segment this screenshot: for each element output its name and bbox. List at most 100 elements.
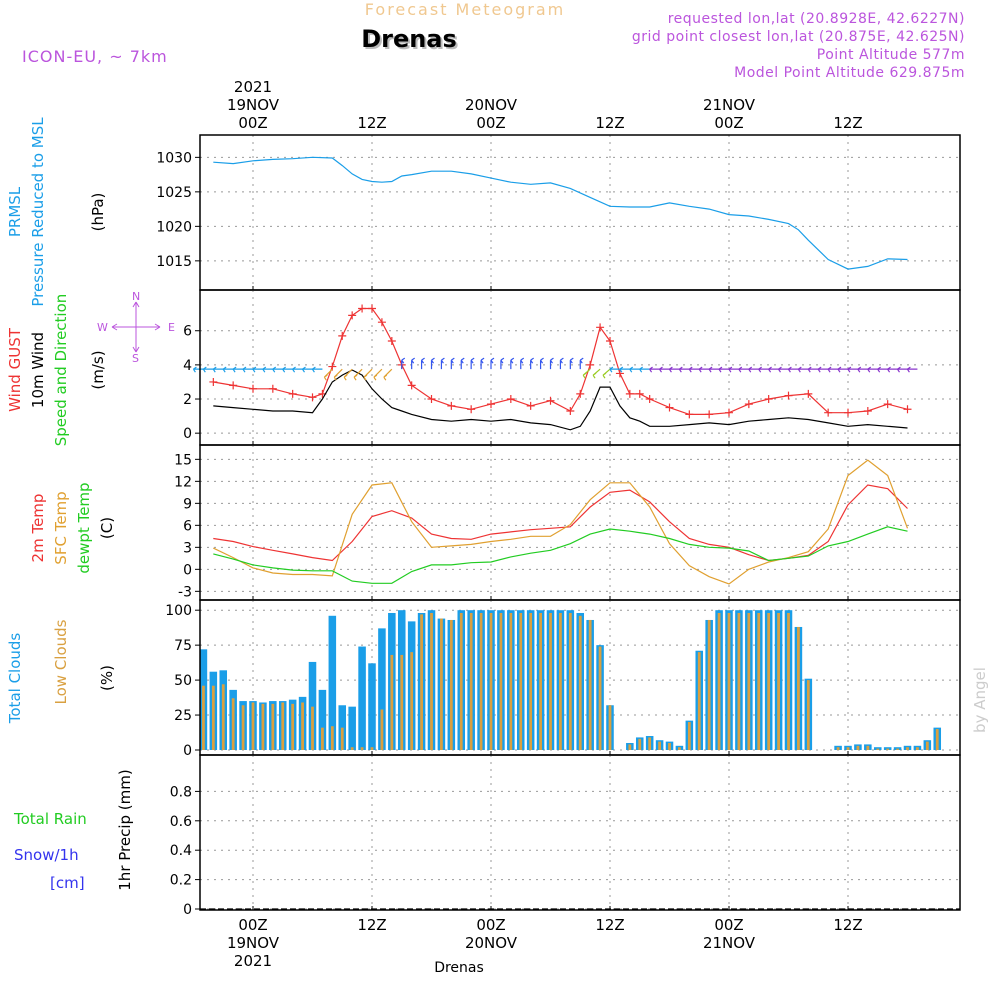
low-clouds-bar xyxy=(509,612,513,750)
total-clouds-bar xyxy=(308,661,317,750)
clouds-label-total: Total Clouds xyxy=(6,633,24,725)
wind-direction-arrow xyxy=(857,366,868,373)
gust-marker xyxy=(467,405,476,414)
low-clouds-bar xyxy=(380,709,384,750)
wind-direction-arrow xyxy=(311,366,323,373)
low-clouds-bar xyxy=(787,612,790,750)
gust-marker xyxy=(645,395,654,404)
low-clouds-bar xyxy=(886,748,890,750)
info-line: Point Altitude 577m xyxy=(817,47,965,63)
low-clouds-bar xyxy=(806,680,810,750)
low-clouds-bar xyxy=(717,612,721,750)
temp-label-sfc: SFC Temp xyxy=(52,491,70,564)
y-tick-label: 1020 xyxy=(156,219,192,235)
bottom-tick-label: 00Z xyxy=(238,916,267,934)
wind-direction-arrow xyxy=(678,366,690,373)
low-clouds-bar xyxy=(479,612,483,750)
y-tick-label: 6 xyxy=(183,324,192,340)
low-clouds-bar xyxy=(400,654,404,750)
wind-direction-arrow xyxy=(609,366,620,373)
wind-direction-arrow xyxy=(470,357,475,370)
gust-marker xyxy=(407,381,416,390)
gust-marker xyxy=(764,395,773,404)
low-clouds-bar xyxy=(390,654,394,750)
pressure-unit: (hPa) xyxy=(89,193,107,232)
low-clouds-bar xyxy=(559,612,562,750)
wind-label-gust: Wind GUST xyxy=(6,327,24,412)
compass-e: E xyxy=(168,321,175,334)
gust-marker xyxy=(844,408,852,417)
low-clouds-bar xyxy=(291,703,295,750)
wind-direction-arrow xyxy=(649,366,660,373)
wind-direction-arrow xyxy=(363,368,373,381)
wind-direction-arrow xyxy=(520,357,525,370)
gust-marker xyxy=(358,304,367,313)
total-clouds-bar xyxy=(328,615,337,750)
precip-label: 1hr Precip (mm) xyxy=(116,769,134,890)
gust-marker xyxy=(615,369,624,378)
low-clouds-bar xyxy=(539,612,542,750)
panel-precipitation: 0 0.2 0.4 0.6 0.8 xyxy=(170,754,961,918)
low-clouds-bar xyxy=(440,618,443,750)
gust-marker xyxy=(744,400,753,409)
top-tick-label: 12Z xyxy=(595,114,624,132)
top-tick-label: 12Z xyxy=(357,114,386,132)
low-clouds-bar xyxy=(707,619,711,750)
low-clouds-bar xyxy=(202,685,205,750)
low-clouds-bar xyxy=(211,685,215,750)
y-tick-label: 50 xyxy=(174,673,192,689)
wind-direction-arrow xyxy=(787,366,799,373)
low-clouds-bar xyxy=(568,612,572,750)
low-clouds-bar xyxy=(737,612,741,750)
wind-label-speed-dir: Speed and Direction xyxy=(52,294,70,447)
low-clouds-bar xyxy=(628,744,632,750)
low-clouds-bar xyxy=(241,705,245,750)
low-clouds-bar xyxy=(846,747,850,750)
series-line-prmsl xyxy=(213,156,908,270)
gust-marker xyxy=(229,381,238,390)
gust-marker xyxy=(804,389,813,398)
y-tick-label: 100 xyxy=(165,603,192,619)
wind-direction-arrow xyxy=(559,357,564,370)
wind-direction-arrow xyxy=(688,366,700,373)
gust-marker xyxy=(566,406,575,415)
wind-direction-arrow xyxy=(738,366,749,373)
wind-direction-arrow xyxy=(192,366,204,373)
wind-direction-arrow xyxy=(748,366,759,373)
low-clouds-bar xyxy=(856,745,860,750)
gust-marker xyxy=(348,311,357,320)
wind-direction-arrow xyxy=(292,366,303,373)
y-tick-label: 1030 xyxy=(156,150,192,166)
low-clouds-bar xyxy=(549,612,552,750)
wind-direction-arrow xyxy=(383,368,393,381)
wind-direction-arrow xyxy=(698,366,710,373)
low-clouds-bar xyxy=(727,612,731,750)
bottom-tick-label: 12Z xyxy=(595,916,624,934)
y-tick-label: 15 xyxy=(174,452,192,468)
y-tick-label: 0 xyxy=(183,902,192,918)
footer-station: Drenas xyxy=(434,960,484,976)
wind-direction-arrow xyxy=(480,357,485,370)
gust-marker xyxy=(506,395,515,404)
gust-marker xyxy=(705,410,714,419)
low-clouds-bar xyxy=(489,612,493,750)
wind-direction-arrow xyxy=(549,357,554,370)
low-clouds-bar xyxy=(638,738,642,750)
wind-direction-arrow xyxy=(768,366,779,373)
wind-direction-arrow xyxy=(897,366,908,373)
gust-marker xyxy=(725,408,733,417)
y-tick-label: 1025 xyxy=(156,185,192,201)
gust-marker xyxy=(487,400,495,409)
gust-marker xyxy=(576,389,585,398)
gust-marker xyxy=(863,406,872,415)
gust-marker xyxy=(308,393,317,402)
low-clouds-bar xyxy=(261,703,265,750)
low-clouds-bar xyxy=(697,652,701,750)
bottom-tick-label: 00Z xyxy=(714,916,743,934)
low-clouds-bar xyxy=(330,726,334,750)
panel-frame xyxy=(199,134,961,291)
gust-marker xyxy=(665,403,674,412)
y-tick-label: 0 xyxy=(183,426,192,442)
y-tick-label: 9 xyxy=(183,496,192,512)
wind-direction-arrow xyxy=(847,366,858,373)
